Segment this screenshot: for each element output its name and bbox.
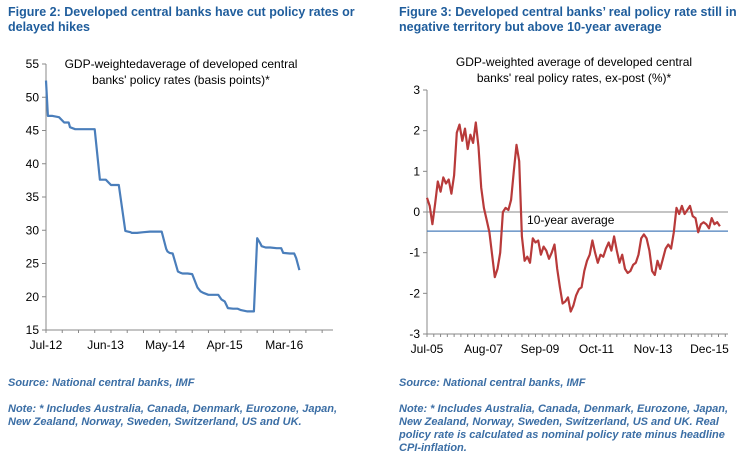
y-tick-label: 30 (26, 223, 40, 237)
figure-3-note: Note: * Includes Australia, Canada, Denm… (399, 403, 729, 454)
policy-rate-chart: GDP-weightedaverage of developed central… (26, 57, 333, 352)
y-tick-label: 40 (26, 157, 40, 171)
y-tick-label: 35 (26, 190, 40, 204)
x-tick-label: Oct-11 (579, 342, 614, 356)
y-tick-label: 1 (413, 164, 420, 178)
y-tick-label: 3 (413, 83, 420, 97)
figure-2-panel: Figure 2: Developed central banks have c… (8, 5, 355, 428)
series-line (44, 80, 301, 313)
y-tick-label: -3 (409, 327, 420, 341)
x-tick-label: Nov-13 (634, 342, 673, 356)
series-line (425, 121, 721, 313)
x-tick-label: Mar-16 (265, 338, 303, 352)
real-policy-rate-chart: GDP-weighted average of developed centra… (409, 55, 729, 356)
chart-subtitle-line: GDP-weightedaverage of developed central (65, 57, 298, 71)
y-tick-label: 55 (26, 57, 40, 71)
x-tick-label: Apr-15 (207, 338, 243, 352)
x-tick-label: Aug-07 (464, 342, 503, 356)
y-tick-label: 25 (26, 257, 40, 271)
y-tick-label: 0 (413, 205, 420, 219)
figure-2-source: Source: National central banks, IMF (8, 377, 195, 389)
y-tick-label: -2 (409, 286, 420, 300)
figure-2-title: Figure 2: Developed central banks have c… (8, 5, 355, 34)
chart-subtitle-line: banks' policy rates (basis points)* (92, 73, 270, 87)
y-tick-label: 45 (26, 124, 40, 138)
figure-2-note: Note: * Includes Australia, Canada, Denm… (8, 403, 338, 428)
x-tick-label: May-14 (145, 338, 185, 352)
x-tick-label: Jun-13 (87, 338, 124, 352)
y-tick-label: 2 (413, 124, 420, 138)
chart-subtitle-line: banks' real policy rates, ex-post (%)* (477, 71, 672, 85)
y-tick-label: 15 (26, 323, 40, 337)
y-tick-label: 50 (26, 90, 40, 104)
x-tick-label: Dec-15 (690, 342, 729, 356)
x-tick-label: Jul-05 (411, 342, 444, 356)
figure-3-title: Figure 3: Developed central banks’ real … (399, 5, 737, 34)
figure-3-panel: Figure 3: Developed central banks’ real … (371, 0, 742, 459)
x-tick-label: Sep-09 (521, 342, 560, 356)
x-tick-label: Jul-12 (30, 338, 63, 352)
chart-subtitle-line: GDP-weighted average of developed centra… (456, 55, 692, 69)
y-tick-label: -1 (409, 246, 420, 260)
y-tick-label: 20 (26, 290, 40, 304)
figure-3-source: Source: National central banks, IMF (399, 377, 586, 389)
average-line-label: 10-year average (527, 213, 615, 227)
